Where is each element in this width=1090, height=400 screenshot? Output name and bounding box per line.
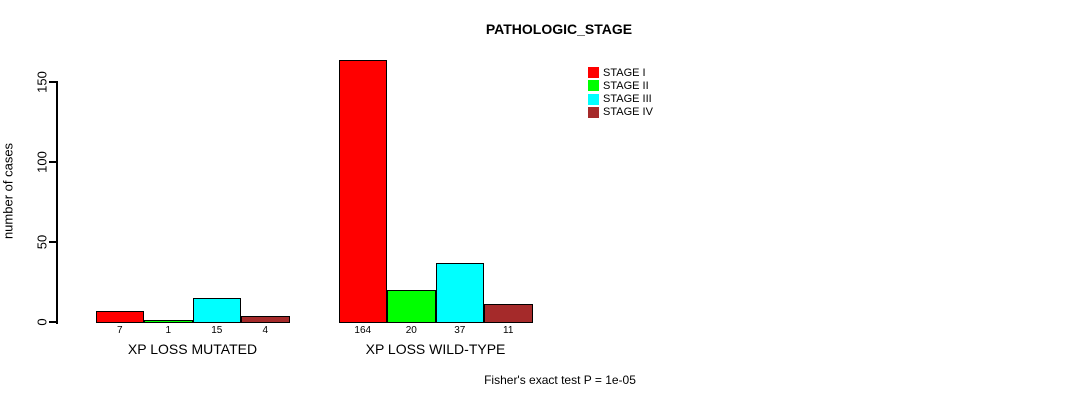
- y-axis-tick-label: 150: [34, 71, 50, 93]
- bar-stage-i-xp-loss-mutated: [95, 311, 144, 323]
- legend-label-stage-i: STAGE I: [603, 66, 646, 79]
- chart-title: PATHOLOGIC_STAGE: [485, 21, 633, 37]
- legend-label-stage-iv: STAGE IV: [603, 106, 653, 119]
- bar-value-label: 164: [354, 325, 372, 336]
- x-category-label-xp-loss-mutated: XP LOSS MUTATED: [127, 341, 258, 357]
- bar-stage-iii-xp-loss-mutated: [192, 298, 241, 323]
- y-axis-tick-label: 0: [34, 318, 50, 326]
- y-axis-tick: [49, 241, 56, 243]
- legend-label-stage-iii: STAGE III: [603, 93, 652, 106]
- legend-label-stage-ii: STAGE II: [603, 79, 649, 92]
- bar-stage-ii-xp-loss-wild-type: [387, 290, 436, 323]
- bar-stage-iv-xp-loss-wild-type: [484, 304, 533, 323]
- bar-stage-iii-xp-loss-wild-type: [435, 263, 484, 323]
- bar-stage-iv-xp-loss-mutated: [241, 316, 290, 323]
- legend-swatch-stage-iv: [588, 106, 599, 118]
- legend-swatch-stage-i: [588, 67, 599, 78]
- bar-value-label: 11: [503, 325, 514, 336]
- bar-value-label: 4: [262, 325, 269, 336]
- y-axis-tick: [49, 81, 56, 83]
- annotation-fisher-test: Fisher's exact test P = 1e-05: [484, 373, 636, 387]
- y-axis-tick-label: 100: [34, 151, 50, 173]
- bar-value-label: 7: [116, 325, 123, 336]
- legend-swatch-stage-ii: [588, 80, 599, 92]
- y-axis-tick: [49, 161, 56, 163]
- bar-value-label: 1: [165, 325, 172, 336]
- legend-swatch-stage-iii: [588, 93, 599, 105]
- y-axis-tick-label: 50: [34, 234, 50, 250]
- bar-value-label: 20: [405, 325, 417, 336]
- y-axis-line: [56, 81, 58, 324]
- y-axis-tick: [49, 321, 56, 323]
- bar-stage-ii-xp-loss-mutated: [144, 320, 193, 323]
- bar-value-label: 15: [211, 325, 223, 336]
- bar-stage-i-xp-loss-wild-type: [338, 60, 387, 323]
- x-category-label-xp-loss-wild-type: XP LOSS WILD-TYPE: [365, 341, 506, 357]
- bar-value-label: 37: [454, 325, 466, 336]
